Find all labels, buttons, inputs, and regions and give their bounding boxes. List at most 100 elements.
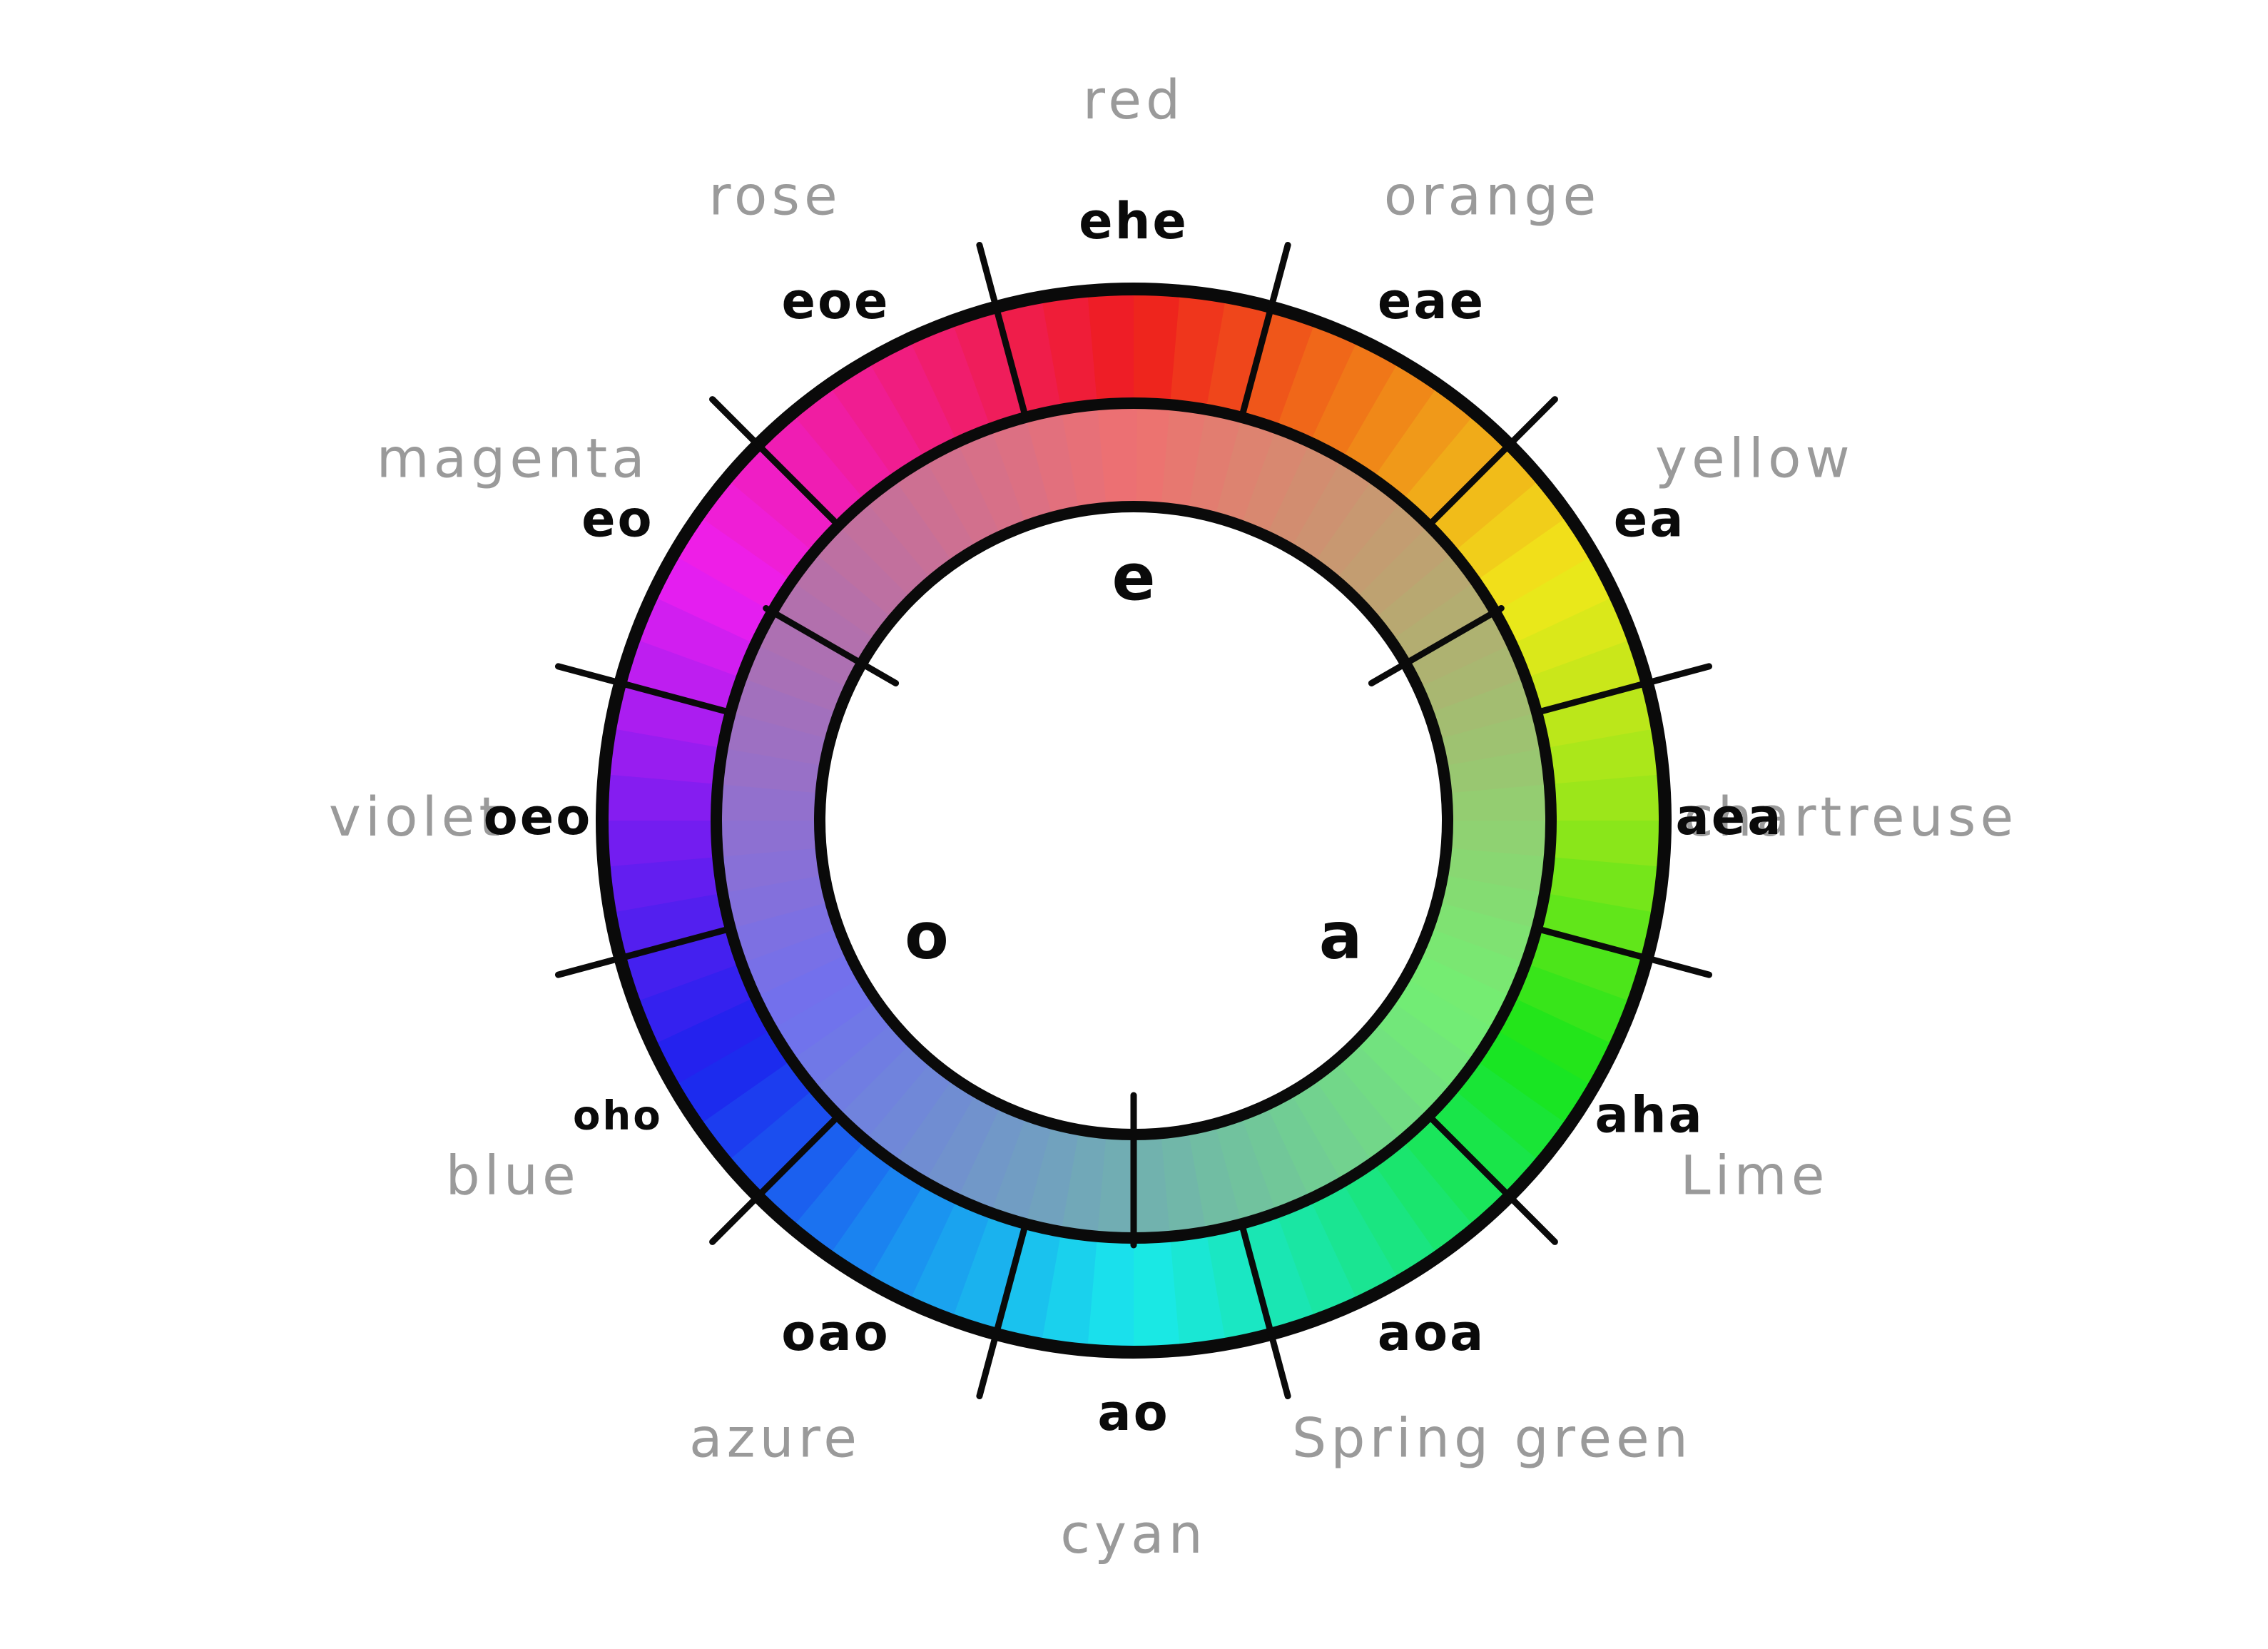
outer-segment-oho [671, 1026, 792, 1126]
inner-ring-slice [1428, 901, 1537, 967]
inner-ring-slice [1061, 404, 1109, 512]
color-name-label: magenta [377, 426, 649, 489]
outer-segment-aoa [1371, 1140, 1475, 1259]
inner-ring-slice [1418, 644, 1527, 716]
outer-segment-eae [1402, 413, 1512, 528]
color-name-label: Spring green [1292, 1406, 1692, 1469]
inner-ring-slice [925, 440, 1004, 549]
outer-segment-oeo [602, 770, 718, 821]
inner-ring-slice [741, 641, 850, 714]
inner-tick [763, 605, 900, 686]
segment-code-label: oeo [484, 788, 593, 846]
outer-segment-aea [1535, 893, 1657, 962]
inner-ring-slice [1374, 552, 1478, 643]
outer-segment-aha [1493, 997, 1616, 1090]
outer-segment-ea [1475, 515, 1596, 615]
inner-ring-slice [1435, 875, 1545, 933]
outer-segment-ea [1495, 554, 1617, 647]
segment-code-label: ao [1097, 1384, 1169, 1442]
inner-ring-slice [922, 1091, 1002, 1199]
inner-ring-slice [716, 816, 821, 857]
outer-tick [709, 396, 842, 529]
inner-ring-slice [891, 1076, 977, 1182]
outer-segment-oao [905, 1197, 991, 1321]
segment-code-label: aha [1595, 1086, 1704, 1145]
outer-segment-ea [1428, 445, 1544, 555]
outer-segment-aoa [1273, 1199, 1358, 1321]
outer-segment-oho [650, 994, 773, 1087]
inner-ring-slice [1266, 442, 1346, 550]
inner-tick [1368, 605, 1505, 686]
segment-code-label: eoe [781, 272, 890, 330]
outer-segment-oho [633, 960, 756, 1045]
inner-ring-slice [835, 1040, 932, 1141]
outer-segment-ao [1166, 1232, 1226, 1351]
labels: red orange yellow chartreuse Lime Spring… [329, 68, 2018, 1566]
outer-segment-eae [1276, 320, 1362, 444]
segment-code-label: oho [573, 1093, 663, 1140]
inner-ring-slice [865, 476, 956, 580]
outer-segment-ehe [1134, 289, 1184, 405]
inner-ring-slice [1212, 1115, 1277, 1225]
outer-segment-aoa [1339, 1162, 1439, 1283]
inner-ring-slice [1335, 500, 1432, 601]
outer-tick [1238, 241, 1291, 421]
outer-segment-ea [1453, 479, 1572, 584]
inner-ring-slice [811, 1020, 912, 1116]
outer-segment-oao [789, 1138, 895, 1257]
outer-segment-ao [992, 1222, 1062, 1344]
outer-tick [709, 1112, 842, 1245]
outer-segment-oao [825, 1160, 925, 1282]
outer-segment-aoa [1307, 1182, 1400, 1304]
inner-ring-slice [718, 744, 825, 793]
outer-segment-eo [673, 512, 794, 612]
segment-code-label: eae [1378, 272, 1485, 330]
inner-ring-slice [729, 899, 839, 964]
inner-ring-slice [1372, 1000, 1476, 1092]
outer-segment-aoa [1239, 1212, 1316, 1335]
outer-segment-aha [1473, 1029, 1595, 1129]
inner-ring-slice [1311, 1061, 1403, 1165]
outer-segment-oho [619, 925, 742, 1003]
outer-segment-eae [1310, 338, 1403, 461]
inner-ring-slice [740, 925, 850, 998]
outer-tick [1238, 1220, 1291, 1400]
inner-ring-slice [957, 427, 1029, 537]
inner-ring-slice [1161, 405, 1210, 512]
inner-ring-slice [1057, 1129, 1107, 1237]
outer-ring-outer-edge [596, 283, 1672, 1359]
outer-segment-ea [1512, 596, 1634, 681]
color-name-label: violet [329, 785, 504, 848]
color-name-label: Lime [1680, 1143, 1829, 1207]
inner-ring-slice [1417, 928, 1526, 1000]
outer-segment-aea [1549, 821, 1665, 871]
outer-segment-oeo [610, 679, 732, 749]
inner-ring-slice [1390, 581, 1497, 666]
outer-segment-ehe [1169, 290, 1230, 410]
inner-ring-slice [1158, 1130, 1206, 1237]
outer-segment-ao [1129, 1236, 1180, 1352]
outer-segment-eo [698, 476, 816, 582]
inner-ring-slice [730, 674, 840, 740]
outer-segment-eoe [952, 306, 1029, 429]
outer-segment-eoe [792, 382, 897, 501]
color-name-label: orange [1384, 164, 1600, 228]
color-name-label: rose [708, 164, 841, 228]
color-name-label: cyan [1060, 1502, 1207, 1566]
inner-ring-slice [987, 1115, 1053, 1224]
color-name-label: azure [689, 1406, 861, 1469]
inner-ring-slice [1214, 417, 1280, 527]
outer-segment-aha [1451, 1060, 1570, 1165]
inner-ring-slice [770, 975, 877, 1060]
inner-ring-slice [1428, 677, 1538, 742]
outer-tick [1425, 1112, 1558, 1245]
inner-ring-slice [753, 950, 862, 1030]
inner-ring-slice [1291, 459, 1376, 565]
outer-segment-eo [620, 635, 743, 713]
segment-code-label: eo [581, 490, 654, 549]
outer-segment-ehe [1087, 289, 1138, 405]
segment-code-label: aoa [1378, 1304, 1486, 1362]
inner-ring-slice [1333, 1042, 1429, 1143]
color-name-label: chartreuse [1684, 785, 2018, 848]
outer-segment-eoe [758, 410, 868, 526]
